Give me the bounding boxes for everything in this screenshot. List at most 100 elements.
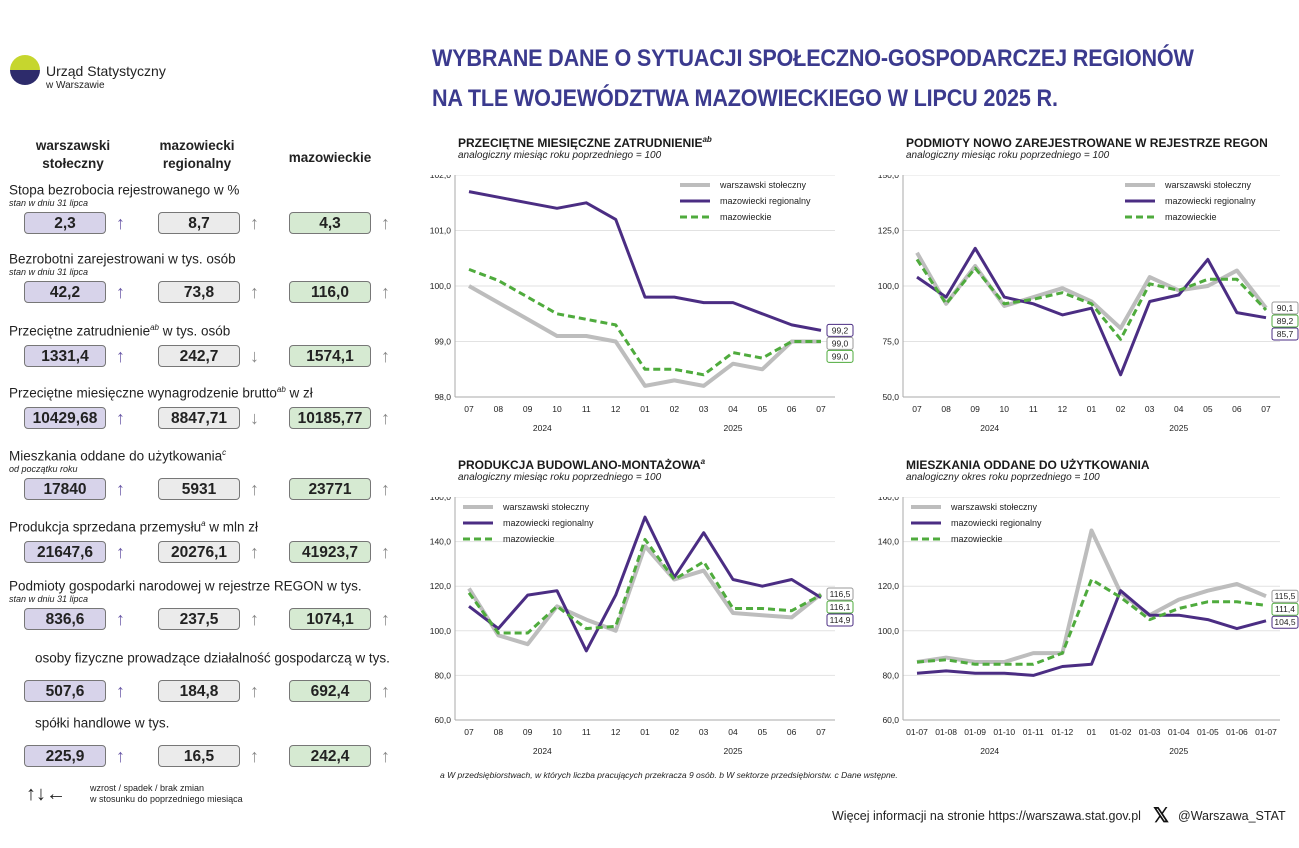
trend-arrow-icon: ↑ [116, 681, 125, 701]
value-box-regionalny: 184,8 [158, 680, 240, 702]
year-label: 2025 [1169, 423, 1188, 433]
x-tick-label: 02 [670, 727, 680, 737]
trend-arrow-icon: ↑ [381, 408, 390, 428]
end-value-label: 114,9 [830, 615, 851, 625]
chart-title-text: PRZECIĘTNE MIESIĘCZNE ZATRUDNIENIE [458, 136, 703, 150]
end-value-box [1271, 615, 1299, 629]
chart-subtitle: analogiczny miesiąc roku poprzedniego = … [458, 150, 662, 161]
series-line [467, 537, 822, 635]
indicator-footnote-mark: a [201, 519, 206, 528]
value-box-regionalny: 16,5 [158, 745, 240, 767]
x-tick-label: 01-12 [1052, 727, 1074, 737]
value-box-mazowieckie: 1574,1 [289, 345, 371, 367]
x-tick-label: 01-04 [1168, 727, 1190, 737]
legend-label: mazowiecki regionalny [951, 518, 1042, 528]
page-title-line2: NA TLE WOJEWÓDZTWA MAZOWIECKIEGO W LIPCU… [432, 85, 1058, 112]
chart-title: PODMIOTY NOWO ZAREJESTROWANE W REJESTRZE… [906, 135, 1268, 150]
year-label: 2025 [724, 423, 743, 433]
x-tick-label: 01-02 [1110, 727, 1132, 737]
trend-arrow-icon: ↑ [116, 609, 125, 629]
indicator-label: spółki handlowe w tys. [35, 715, 169, 731]
chart-subtitle: analogiczny okres roku poprzedniego = 10… [906, 472, 1100, 483]
twitter-handle[interactable]: @Warszawa_STAT [1178, 809, 1286, 823]
end-value-box [826, 587, 854, 601]
chart-svg: 60,0 80,0 100,0 120,0 140,0 160,0 07 08 09 10 11 12… [430, 497, 854, 756]
x-tick-label: 05 [758, 727, 768, 737]
website-link[interactable]: Więcej informacji na stronie https://war… [832, 809, 1141, 823]
chart-title-text: PRODUKCJA BUDOWLANO-MONTAŻOWA [458, 458, 701, 472]
x-tick-label: 01-07 [906, 727, 928, 737]
trend-arrow-icon: ↑ [381, 542, 390, 562]
x-tick-label: 01 [1087, 727, 1097, 737]
end-value-box [1271, 602, 1299, 616]
x-tick-label: 07 [816, 727, 826, 737]
x-tick-label: 03 [699, 404, 709, 414]
arrow-legend-symbols: ↑↓← [26, 783, 66, 805]
trend-arrow-icon: ↑ [116, 746, 125, 766]
arrow-legend-line2: w stosunku do poprzedniego miesiąca [90, 794, 243, 804]
series-line [916, 528, 1267, 664]
series-line [467, 544, 823, 647]
trend-arrow-icon: ↑ [381, 479, 390, 499]
value-box-warszawski: 2,3 [24, 212, 106, 234]
indicator-label: Mieszkania oddane do użytkowaniac [9, 448, 226, 464]
y-tick-label: 80,0 [882, 670, 899, 680]
trend-arrow-icon: ↑ [116, 282, 125, 302]
trend-arrow-icon: ↑ [381, 346, 390, 366]
series-line [915, 258, 1268, 341]
y-tick-label: 60,0 [882, 715, 899, 725]
end-value-box [826, 349, 854, 363]
page-title-line1: WYBRANE DANE O SYTUACJI SPOŁECZNO-GOSPOD… [432, 45, 1194, 72]
end-value-label: 89,2 [1277, 316, 1294, 326]
x-tick-label: 12 [611, 404, 621, 414]
x-tick-label: 07 [464, 727, 474, 737]
y-tick-label: 75,0 [882, 337, 899, 347]
indicator-label-text: spółki handlowe w tys. [35, 715, 170, 731]
value-box-regionalny: 73,8 [158, 281, 240, 303]
legend-label: warszawski stołeczny [502, 502, 590, 512]
value-box-mazowieckie: 1074,1 [289, 608, 371, 630]
x-tick-label: 10 [552, 404, 562, 414]
indicator-label-text: Bezrobotni zarejestrowani w tys. osób [9, 251, 236, 267]
x-tick-label: 01-07 [1255, 727, 1277, 737]
trend-arrow-icon: ↑ [250, 213, 259, 233]
indicator-label-unit: w zł [285, 385, 313, 401]
chart-subtitle: analogiczny miesiąc roku poprzedniego = … [458, 472, 662, 483]
x-tick-label: 03 [699, 727, 709, 737]
y-tick-label: 100,0 [878, 281, 900, 291]
x-tick-label: 09 [523, 727, 533, 737]
x-tick-label: 01-09 [964, 727, 986, 737]
y-tick-label: 120,0 [430, 581, 452, 591]
y-tick-label: 125,0 [878, 226, 900, 236]
series-line [468, 190, 822, 332]
chart-title-text: MIESZKANIA ODDANE DO UŻYTKOWANIA [906, 458, 1150, 472]
value-box-regionalny: 8,7 [158, 212, 240, 234]
end-value-label: 99,2 [832, 325, 849, 335]
y-tick-label: 98,0 [434, 392, 451, 402]
end-value-box [1271, 589, 1299, 603]
x-tick-label: 10 [552, 727, 562, 737]
trend-arrow-icon: ↑ [250, 609, 259, 629]
indicator-label-text: osoby fizyczne prowadzące działalność go… [35, 650, 390, 666]
x-tick-label: 09 [970, 404, 980, 414]
x-tick-label: 01-05 [1197, 727, 1219, 737]
x-logo-icon: 𝕏 [1153, 805, 1170, 827]
indicator-label-text: Podmioty gospodarki narodowej w rejestrz… [9, 578, 362, 594]
indicator-sublabel: od początku roku [9, 464, 78, 474]
chart-svg: 98,0 99,0 100,0 101,0 102,0 07 08 09 10 11 12 01 02 0… [430, 175, 854, 433]
x-tick-label: 08 [941, 404, 951, 414]
x-tick-label: 11 [1029, 404, 1038, 414]
legend-label: warszawski stołeczny [719, 180, 807, 190]
y-tick-label: 50,0 [882, 392, 899, 402]
value-box-warszawski: 21647,6 [24, 541, 106, 563]
chart-title: PRZECIĘTNE MIESIĘCZNE ZATRUDNIENIEab [458, 135, 712, 150]
series-line [916, 589, 1267, 677]
value-box-regionalny: 8847,71 [158, 407, 240, 429]
indicator-sublabel: stan w dniu 31 lipca [9, 594, 89, 604]
x-tick-label: 08 [494, 727, 504, 737]
x-tick-label: 06 [787, 404, 797, 414]
value-box-warszawski: 836,6 [24, 608, 106, 630]
y-tick-label: 100,0 [430, 281, 452, 291]
end-value-label: 90,1 [1277, 303, 1294, 313]
year-label: 2024 [533, 423, 552, 433]
